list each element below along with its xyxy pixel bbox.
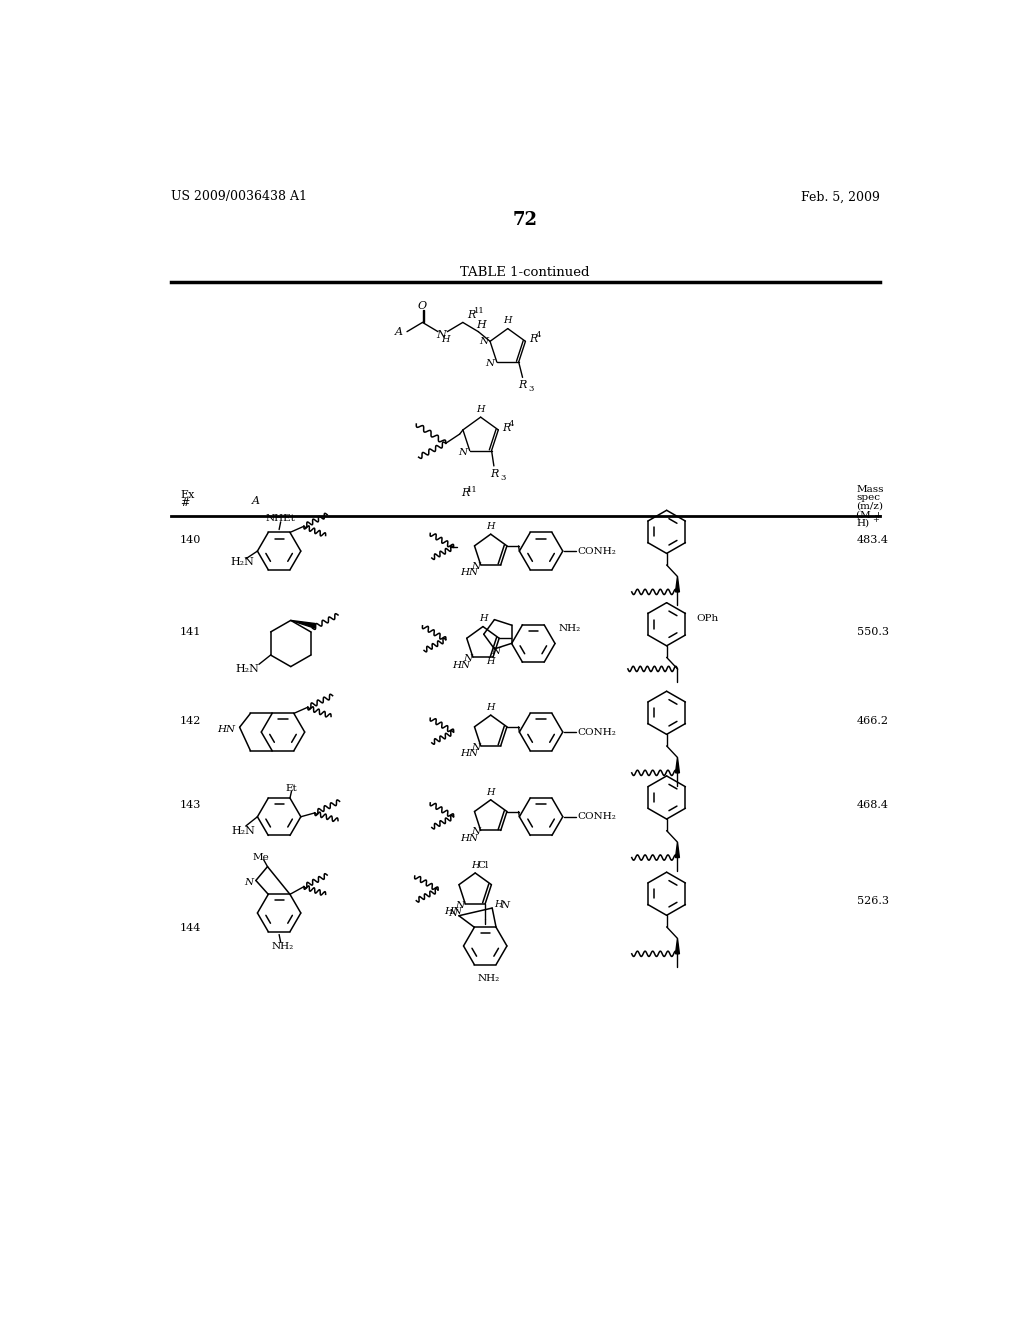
Text: TABLE 1-continued: TABLE 1-continued (460, 265, 590, 279)
Text: 143: 143 (180, 800, 202, 810)
Text: O: O (418, 301, 427, 312)
Text: 11: 11 (474, 306, 484, 315)
Text: 550.3: 550.3 (856, 627, 889, 638)
Polygon shape (676, 939, 679, 954)
Text: N: N (500, 902, 509, 911)
Text: H: H (494, 900, 502, 908)
Text: H): H) (856, 519, 869, 528)
Text: H: H (478, 615, 487, 623)
Text: N: N (471, 743, 480, 752)
Text: OPh: OPh (696, 614, 718, 623)
Text: CONH₂: CONH₂ (578, 546, 616, 556)
Text: H: H (476, 405, 485, 414)
Text: H: H (476, 321, 485, 330)
Text: N: N (479, 337, 488, 346)
Text: 144: 144 (180, 924, 202, 933)
Text: HN: HN (444, 907, 463, 916)
Text: HN: HN (460, 834, 478, 842)
Text: 4: 4 (536, 331, 541, 339)
Text: H₂N: H₂N (231, 825, 255, 836)
Text: NH₂: NH₂ (559, 623, 582, 632)
Text: N: N (436, 330, 446, 341)
Text: N: N (463, 655, 472, 663)
Text: H: H (471, 861, 479, 870)
Polygon shape (676, 577, 679, 591)
Text: N: N (490, 647, 500, 656)
Text: (M +: (M + (856, 511, 884, 519)
Text: 4: 4 (508, 420, 514, 428)
Text: R: R (502, 422, 511, 433)
Text: H: H (504, 317, 512, 326)
Text: Me: Me (253, 853, 269, 862)
Text: 466.2: 466.2 (856, 715, 889, 726)
Text: H: H (441, 335, 450, 343)
Text: A: A (395, 326, 403, 337)
Text: NH₂: NH₂ (478, 974, 500, 983)
Text: N: N (456, 900, 465, 909)
Text: 3: 3 (528, 385, 535, 393)
Text: 141: 141 (180, 627, 202, 638)
Text: Et: Et (286, 784, 297, 793)
Text: 3: 3 (501, 474, 506, 482)
Text: HN: HN (218, 725, 236, 734)
Text: Mass: Mass (856, 484, 884, 494)
Text: (m/z): (m/z) (856, 502, 884, 511)
Text: CONH₂: CONH₂ (578, 727, 616, 737)
Text: NHEt: NHEt (266, 515, 296, 523)
Polygon shape (291, 620, 315, 628)
Text: N: N (245, 878, 254, 887)
Text: spec: spec (856, 494, 881, 503)
Text: N: N (471, 562, 480, 570)
Text: R: R (529, 334, 538, 345)
Text: NH₂: NH₂ (272, 941, 294, 950)
Polygon shape (676, 842, 679, 858)
Text: N: N (459, 447, 467, 457)
Text: 140: 140 (180, 535, 202, 545)
Text: CONH₂: CONH₂ (578, 812, 616, 821)
Text: HN: HN (453, 660, 470, 669)
Text: Cl: Cl (477, 861, 488, 870)
Text: US 2009/0036438 A1: US 2009/0036438 A1 (171, 190, 306, 203)
Text: Ex: Ex (180, 490, 195, 500)
Text: A: A (252, 496, 260, 506)
Text: H₂N: H₂N (230, 557, 254, 566)
Text: 526.3: 526.3 (856, 896, 889, 907)
Text: R: R (467, 310, 476, 319)
Text: R: R (461, 488, 470, 499)
Text: 72: 72 (512, 211, 538, 228)
Text: HN: HN (460, 568, 478, 577)
Text: R: R (490, 469, 499, 479)
Text: N: N (471, 828, 480, 837)
Text: #: # (180, 499, 189, 508)
Text: R: R (518, 380, 526, 391)
Text: H: H (486, 523, 495, 531)
Text: 142: 142 (180, 715, 202, 726)
Text: H₂N: H₂N (236, 664, 260, 675)
Text: Feb. 5, 2009: Feb. 5, 2009 (801, 190, 880, 203)
Text: H: H (486, 788, 495, 797)
Text: H: H (486, 704, 495, 711)
Text: HN: HN (460, 750, 478, 758)
Text: 483.4: 483.4 (856, 535, 889, 545)
Polygon shape (676, 758, 679, 774)
Text: H: H (485, 657, 495, 665)
Text: N: N (449, 909, 458, 917)
Text: +: + (872, 516, 879, 524)
Text: 468.4: 468.4 (856, 800, 889, 810)
Text: 11: 11 (467, 486, 478, 494)
Text: N: N (485, 359, 495, 368)
